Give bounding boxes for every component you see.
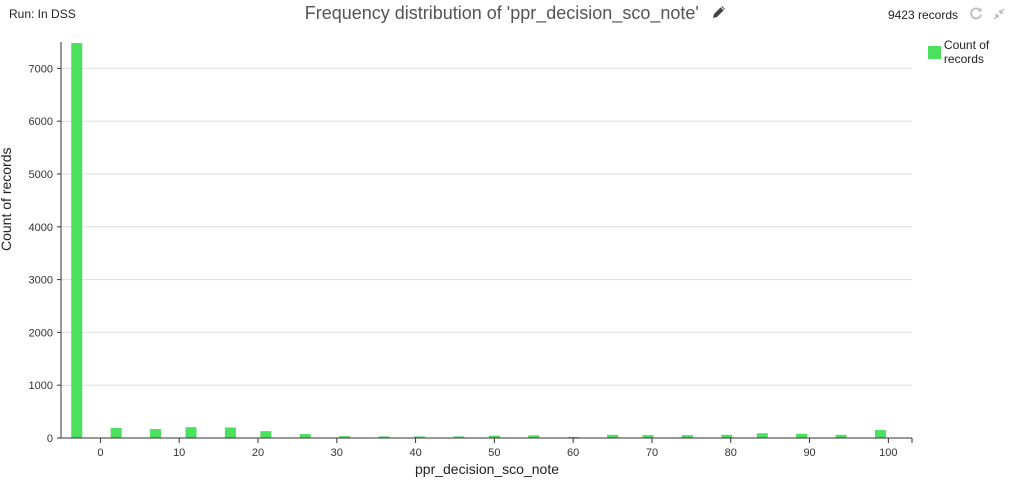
refresh-icon[interactable] xyxy=(969,6,983,25)
x-tick-label: 20 xyxy=(252,447,264,459)
record-count: 9423 records xyxy=(887,8,958,22)
y-tick-label: 6000 xyxy=(29,116,53,128)
y-tick-label: 2000 xyxy=(29,327,53,339)
gridlines xyxy=(61,67,912,386)
bar[interactable] xyxy=(150,429,162,438)
bar[interactable] xyxy=(185,427,197,438)
legend-swatch xyxy=(928,45,941,59)
bars xyxy=(71,43,886,438)
chart-title: Frequency distribution of 'ppr_decision_… xyxy=(304,3,699,23)
x-tick-label: 0 xyxy=(97,447,103,459)
x-tick-label: 10 xyxy=(173,447,185,459)
bar[interactable] xyxy=(414,436,426,438)
bar[interactable] xyxy=(874,430,886,438)
y-tick-label: 5000 xyxy=(29,169,53,181)
y-tick-label: 0 xyxy=(47,433,53,445)
bar[interactable] xyxy=(71,43,83,438)
bar[interactable] xyxy=(299,434,311,438)
bar[interactable] xyxy=(607,434,619,438)
bar[interactable] xyxy=(528,435,540,438)
x-tick-label: 100 xyxy=(879,447,897,459)
bar[interactable] xyxy=(835,434,847,438)
bar[interactable] xyxy=(260,431,272,438)
y-tick-label: 4000 xyxy=(29,222,53,234)
bar[interactable] xyxy=(339,436,351,438)
x-tick-label: 90 xyxy=(803,447,815,459)
x-tick-label: 40 xyxy=(409,447,421,459)
bar[interactable] xyxy=(453,436,465,438)
collapse-icon[interactable] xyxy=(993,7,1005,25)
bar[interactable] xyxy=(756,433,768,438)
bar[interactable] xyxy=(110,427,122,438)
axes: 0 1000 2000 3000 4000 5000 6000 7000 0 10 20 30 40 50… xyxy=(29,42,913,459)
bar[interactable] xyxy=(681,435,693,438)
legend-label: Count of records xyxy=(943,38,990,66)
bar[interactable] xyxy=(642,435,654,438)
x-tick-label: 70 xyxy=(646,447,658,459)
x-tick-label: 80 xyxy=(725,447,737,459)
bar[interactable] xyxy=(567,436,579,438)
y-tick-label: 7000 xyxy=(29,63,53,75)
bar[interactable] xyxy=(796,433,808,438)
legend: Count of records xyxy=(928,38,1032,66)
y-tick-label: 1000 xyxy=(29,380,53,392)
y-tick-label: 3000 xyxy=(29,275,53,287)
bar[interactable] xyxy=(224,427,236,438)
bar[interactable] xyxy=(488,435,500,438)
x-tick-label: 60 xyxy=(567,447,579,459)
run-label: Run: In DSS xyxy=(9,7,76,21)
x-axis-label: ppr_decision_sco_note xyxy=(415,461,559,477)
x-tick-label: 30 xyxy=(331,447,343,459)
x-tick-label: 50 xyxy=(488,447,500,459)
bar[interactable] xyxy=(721,434,733,438)
bar[interactable] xyxy=(378,436,390,438)
pencil-icon[interactable] xyxy=(711,4,727,25)
